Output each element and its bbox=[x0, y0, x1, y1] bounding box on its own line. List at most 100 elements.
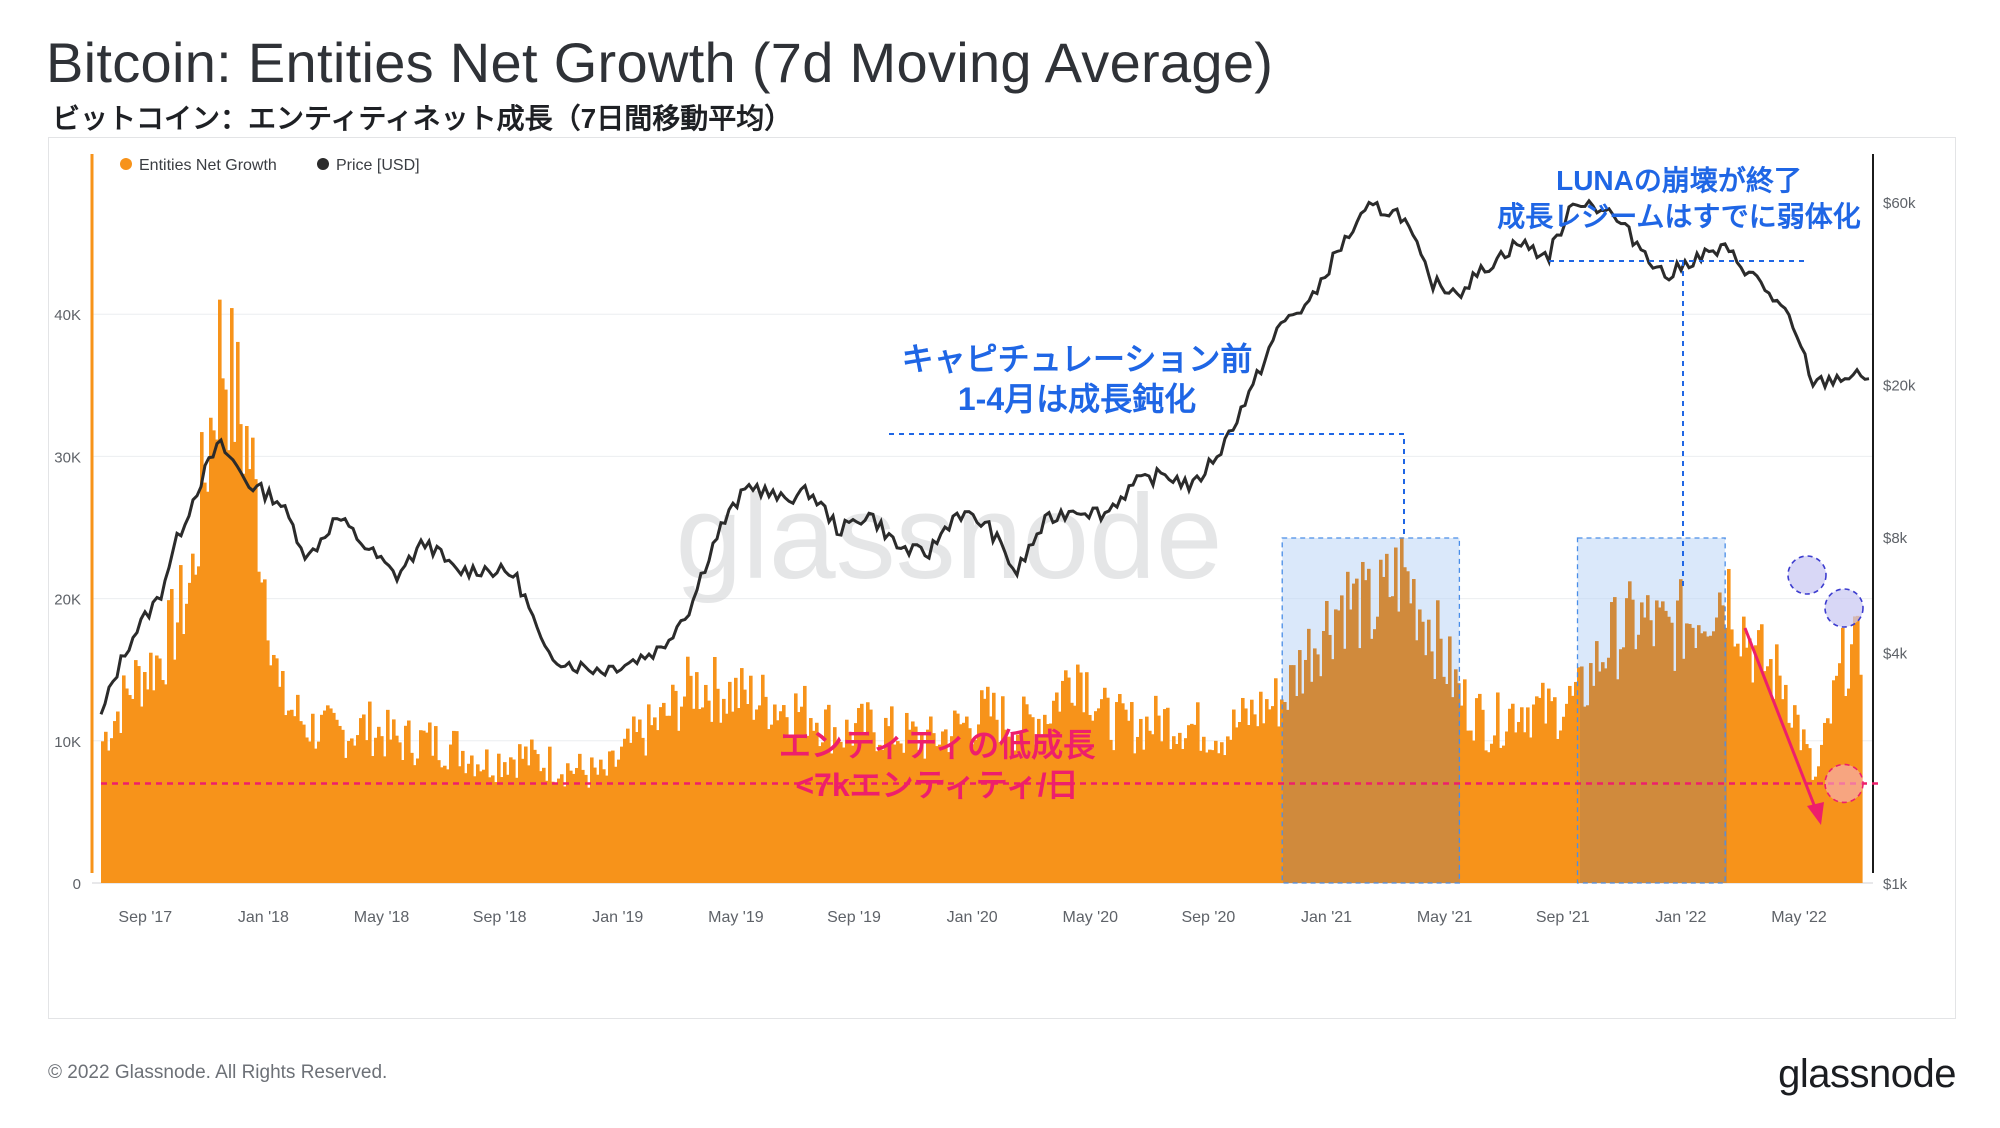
bar bbox=[1049, 723, 1053, 883]
bar bbox=[1217, 753, 1221, 883]
bar bbox=[1667, 616, 1671, 883]
y-axis-left: 0 10K 20K 30K 40K bbox=[54, 307, 81, 893]
bar bbox=[629, 742, 633, 883]
bar bbox=[980, 690, 984, 883]
bar bbox=[1268, 709, 1272, 883]
bar bbox=[1553, 697, 1557, 883]
bar bbox=[317, 741, 321, 883]
bar bbox=[614, 766, 618, 883]
bar bbox=[134, 660, 138, 883]
bar bbox=[1184, 738, 1188, 883]
bar bbox=[257, 571, 261, 883]
bar bbox=[1034, 744, 1038, 883]
bar bbox=[1706, 636, 1710, 883]
bar bbox=[116, 711, 120, 883]
x-tick-label: Jan '19 bbox=[592, 909, 643, 926]
bar bbox=[1745, 647, 1749, 883]
bar bbox=[1226, 736, 1230, 883]
bar bbox=[1196, 702, 1200, 883]
bar bbox=[1793, 705, 1797, 883]
chart: Entities Net Growth Price [USD] glassnod… bbox=[54, 154, 1916, 926]
bar bbox=[368, 701, 372, 883]
bar bbox=[212, 430, 216, 883]
bar bbox=[1178, 732, 1182, 883]
bar bbox=[869, 709, 873, 883]
bar bbox=[551, 781, 555, 883]
bar bbox=[140, 706, 144, 883]
y-right-tick-label: $1k bbox=[1883, 876, 1908, 893]
bar bbox=[311, 713, 315, 883]
bar bbox=[1124, 709, 1128, 883]
legend-label-price[interactable]: Price [USD] bbox=[336, 157, 420, 174]
bar bbox=[1448, 636, 1452, 883]
bar bbox=[605, 775, 609, 883]
bar bbox=[1634, 649, 1638, 883]
bar bbox=[923, 758, 927, 883]
bar bbox=[983, 698, 987, 883]
bar bbox=[677, 730, 681, 883]
bar bbox=[1475, 698, 1479, 883]
bar bbox=[1715, 617, 1719, 883]
bar bbox=[266, 640, 270, 883]
bar bbox=[590, 757, 594, 883]
bar bbox=[1256, 726, 1260, 883]
bar bbox=[128, 695, 132, 883]
bar bbox=[779, 711, 783, 883]
bar bbox=[1394, 547, 1398, 883]
bar bbox=[392, 719, 396, 883]
bar bbox=[470, 755, 474, 883]
bar bbox=[173, 659, 177, 883]
legend-swatch-entities bbox=[120, 158, 132, 170]
bar bbox=[494, 782, 498, 883]
bar bbox=[425, 732, 429, 883]
bar bbox=[1304, 659, 1308, 883]
bar bbox=[911, 721, 915, 883]
x-tick-label: Jan '20 bbox=[947, 909, 998, 926]
bar bbox=[833, 727, 837, 883]
bar bbox=[1346, 571, 1350, 883]
bar bbox=[332, 712, 336, 883]
bar bbox=[1478, 693, 1482, 883]
bar bbox=[269, 665, 273, 883]
y-left-tick-label: 10K bbox=[54, 734, 81, 751]
legend: Entities Net Growth Price [USD] bbox=[120, 157, 420, 174]
bar bbox=[1253, 714, 1257, 883]
bar bbox=[1841, 627, 1845, 883]
bar bbox=[632, 716, 636, 883]
bar bbox=[1424, 655, 1428, 883]
bar bbox=[1340, 595, 1344, 883]
bar bbox=[479, 771, 483, 883]
annotation-pre-capitulation: キャピチュレーション前 bbox=[902, 341, 1253, 377]
bar bbox=[224, 389, 228, 883]
bar bbox=[803, 685, 807, 883]
bar bbox=[1583, 706, 1587, 883]
bar bbox=[917, 749, 921, 883]
bar bbox=[1046, 724, 1050, 883]
bar bbox=[1382, 576, 1386, 883]
bar bbox=[1166, 707, 1170, 883]
bar bbox=[209, 417, 213, 883]
bar bbox=[404, 725, 408, 883]
footer-logo[interactable]: glassnode bbox=[1778, 1052, 1956, 1096]
bar bbox=[713, 656, 717, 883]
bar bbox=[1463, 679, 1467, 883]
x-tick-label: May '19 bbox=[708, 909, 764, 926]
bar bbox=[776, 720, 780, 883]
bar bbox=[788, 737, 792, 883]
bar bbox=[119, 732, 123, 883]
bar bbox=[509, 757, 513, 883]
legend-label-entities[interactable]: Entities Net Growth bbox=[139, 157, 277, 174]
bar bbox=[956, 713, 960, 883]
bar bbox=[263, 579, 267, 883]
bar bbox=[737, 708, 741, 883]
bar bbox=[326, 705, 330, 883]
bar bbox=[1604, 668, 1608, 883]
bar bbox=[1775, 644, 1779, 883]
bar bbox=[998, 742, 1002, 883]
bar-series-entities bbox=[101, 299, 1863, 883]
bar bbox=[410, 752, 414, 883]
bar bbox=[683, 696, 687, 883]
bar bbox=[584, 774, 588, 883]
annotations: キャピチュレーション前 1-4月は成長鈍化 LUNAの崩壊が終了成長レジームはすでに… bbox=[101, 164, 1879, 825]
y-left-tick-label: 0 bbox=[73, 876, 81, 893]
